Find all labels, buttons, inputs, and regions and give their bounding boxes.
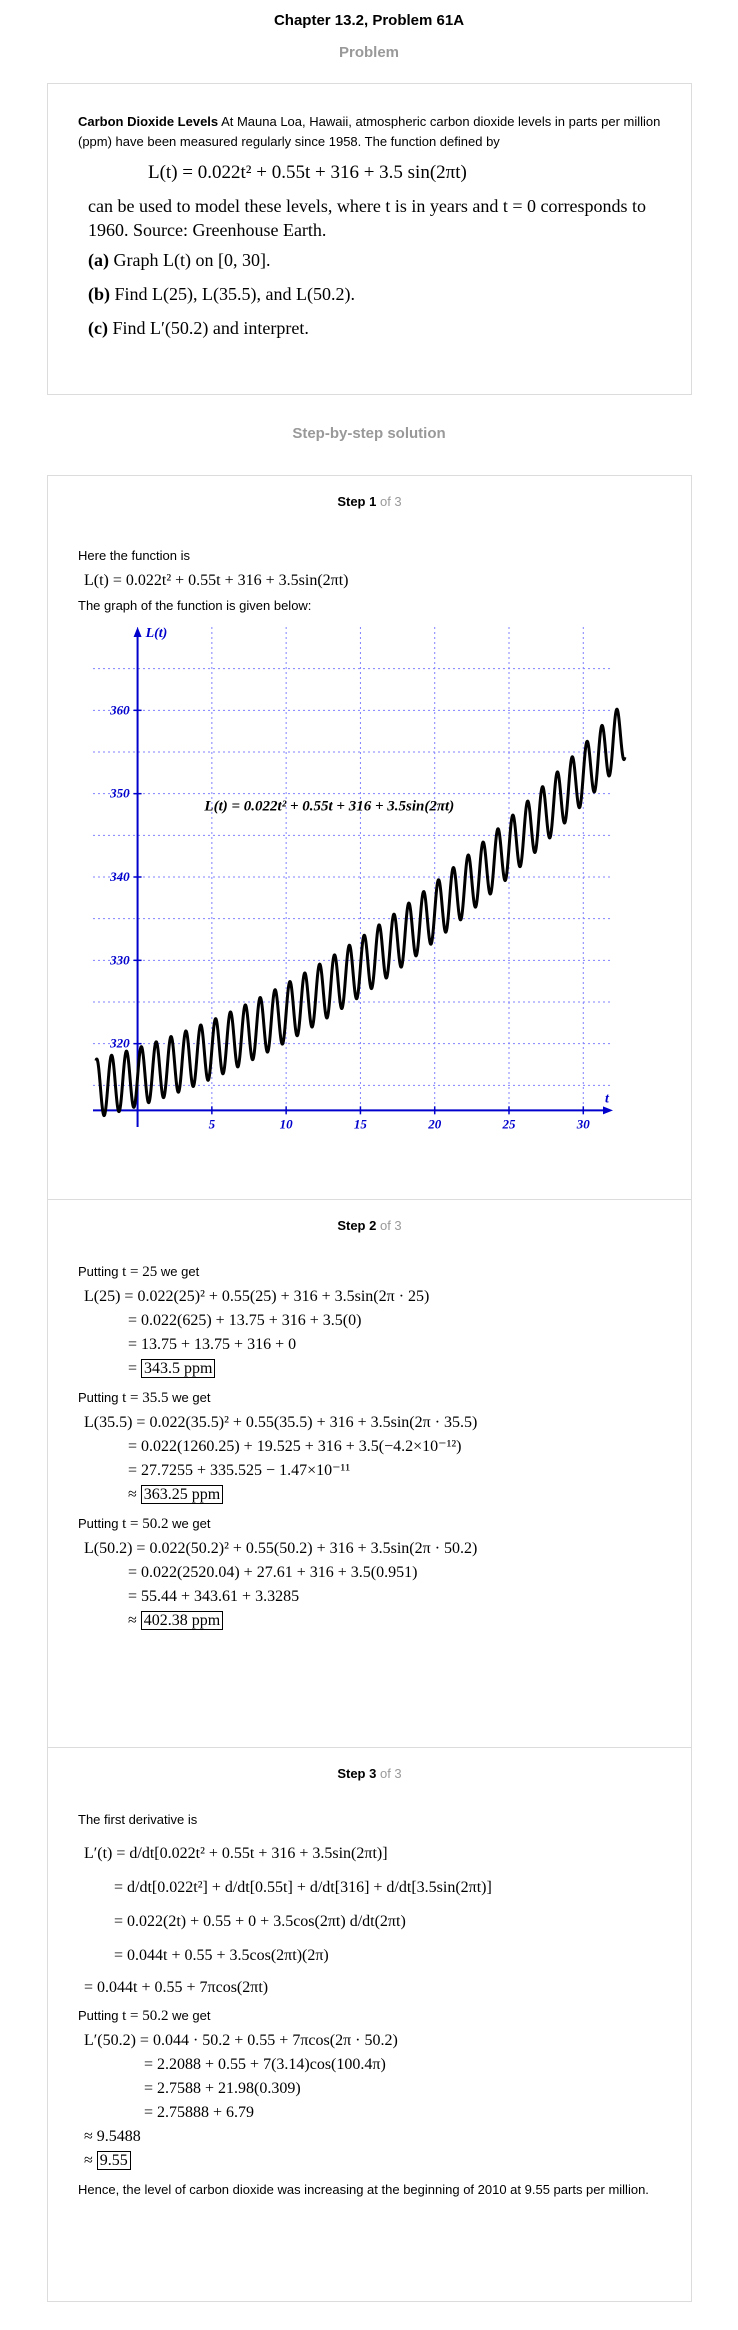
problem-intro: Carbon Dioxide Levels At Mauna Loa, Hawa…: [78, 112, 661, 152]
solution-card: Step 1 of 3 Here the function is L(t) = …: [47, 475, 692, 2302]
solution-title: Step-by-step solution: [292, 425, 446, 442]
calc-line: L(35.5) = 0.022(35.5)² + 0.55(35.5) + 31…: [84, 1414, 478, 1431]
step-1-graph-intro: The graph of the function is given below…: [78, 598, 312, 613]
step-3-conclusion: Hence, the level of carbon dioxide was i…: [78, 2182, 649, 2197]
y-tick-label: 350: [109, 786, 130, 801]
result-box: 363.25 ppm: [140, 1485, 224, 1504]
calc-line: = 13.75 + 13.75 + 316 + 0: [128, 1336, 297, 1353]
calc-line: L(25) = 0.022(25)² + 0.55(25) + 316 + 3.…: [84, 1288, 430, 1305]
x-axis-label: t: [605, 1091, 610, 1106]
step-2: Step 2 of 3 Putting t = 25 we get L(25) …: [48, 1199, 691, 1747]
graph-annotation: L(t) = 0.022t² + 0.55t + 316 + 3.5sin(2π…: [203, 798, 454, 814]
deriv-line: = 0.044t + 0.55 + 3.5cos(2πt)(2π): [114, 1947, 329, 1964]
calc-line: = 0.022(1260.25) + 19.525 + 316 + 3.5(−4…: [128, 1438, 462, 1455]
step-2-block-3: Putting t = 50.2 we get L(50.2) = 0.022(…: [48, 1515, 691, 1633]
result-box: 343.5 ppm: [141, 1359, 216, 1378]
eval-line: = 2.75888 + 6.79: [144, 2104, 255, 2121]
y-tick-label: 360: [109, 702, 130, 717]
y-tick-label: 340: [109, 869, 130, 884]
page-header: Chapter 13.2, Problem 61A: [273, 12, 465, 29]
result-box: 402.38 ppm: [140, 1611, 224, 1630]
deriv-line: = 0.022(2t) + 0.55 + 0 + 3.5cos(2πt) d/d…: [114, 1913, 406, 1930]
calc-result-line: ≈ 402.38 ppm: [84, 1609, 691, 1633]
step-3-heading: Step 3 of 3: [337, 1766, 402, 1781]
deriv-line: L′(t) = d/dt[0.022t² + 0.55t + 316 + 3.5…: [84, 1845, 388, 1862]
step-2-block-2: Putting t = 35.5 we get L(35.5) = 0.022(…: [48, 1389, 691, 1507]
y-axis-label: L(t): [145, 626, 168, 641]
problem-label: Problem: [338, 44, 399, 61]
problem-formula: L(t) = 0.022t² + 0.55t + 316 + 3.5 sin(2…: [148, 162, 467, 183]
function-graph: 5 10 15 20 25 30 320 330 340 350 360 t L(t) L(t) = 0.…: [73, 615, 633, 1145]
eval-line: = 2.2088 + 0.55 + 7(3.14)cos(100.4π): [144, 2056, 386, 2073]
calc-line: = 27.7255 + 335.525 − 1.47×10⁻¹¹: [128, 1462, 351, 1479]
problem-part-c: (c) Find L′(50.2) and interpret.: [88, 318, 309, 338]
x-tick-label: 25: [502, 1116, 517, 1131]
problem-part-b: (b) Find L(25), L(35.5), and L(50.2).: [88, 284, 355, 304]
x-tick-label: 10: [280, 1116, 294, 1131]
step-1-formula: L(t) = 0.022t² + 0.55t + 316 + 3.5sin(2π…: [84, 572, 349, 589]
calc-result-line: ≈ 363.25 ppm: [84, 1483, 691, 1507]
deriv-line: = 0.044t + 0.55 + 7πcos(2πt): [84, 1979, 269, 1996]
eval-line: L′(50.2) = 0.044 · 50.2 + 0.55 + 7πcos(2…: [84, 2032, 398, 2049]
function-curve: [94, 707, 627, 1118]
y-tick-label: 330: [109, 952, 130, 967]
y-axis-arrow: [133, 627, 142, 637]
eval-line: = 2.7588 + 21.98(0.309): [144, 2080, 301, 2097]
problem-card: Carbon Dioxide Levels At Mauna Loa, Hawa…: [47, 83, 692, 395]
eval-result-line: ≈ 9.55: [84, 2149, 691, 2173]
step-1-intro: Here the function is: [78, 548, 191, 563]
chart-svg: 5 10 15 20 25 30 320 330 340 350 360 t L(t) L(t) = 0.…: [93, 626, 627, 1131]
step-1-heading: Step 1 of 3: [337, 494, 402, 509]
x-tick-label: 5: [209, 1116, 216, 1131]
problem-parts: (a) Graph L(t) on [0, 30]. (b) Find L(25…: [88, 250, 691, 339]
x-tick-label: 30: [576, 1116, 591, 1131]
calc-result-line: = 343.5 ppm: [84, 1357, 691, 1381]
step-3: Step 3 of 3 The first derivative is L′(t…: [48, 1747, 691, 2308]
deriv-line: = d/dt[0.022t²] + d/dt[0.55t] + d/dt[316…: [114, 1879, 492, 1896]
problem-bold-title: Carbon Dioxide Levels: [78, 114, 219, 129]
problem-intro-text: At Mauna Loa, Hawaii, atmospheric carbon…: [78, 114, 661, 149]
step-1: Step 1 of 3 Here the function is L(t) = …: [48, 494, 691, 1199]
calc-line: L(50.2) = 0.022(50.2)² + 0.55(50.2) + 31…: [84, 1540, 478, 1557]
problem-text: can be used to model these levels, where…: [88, 196, 646, 240]
x-tick-label: 20: [427, 1116, 442, 1131]
result-box: 9.55: [96, 2151, 131, 2170]
step-2-block-1: Putting t = 25 we get L(25) = 0.022(25)²…: [48, 1263, 691, 1381]
calc-line: = 0.022(2520.04) + 27.61 + 316 + 3.5(0.9…: [128, 1564, 418, 1581]
y-tick-label: 320: [109, 1036, 130, 1051]
x-axis-arrow: [603, 1106, 613, 1115]
step-3-intro: The first derivative is: [78, 1812, 198, 1827]
x-tick-label: 15: [354, 1116, 368, 1131]
calc-line: = 55.44 + 343.61 + 3.3285: [128, 1588, 300, 1605]
calc-line: = 0.022(625) + 13.75 + 316 + 3.5(0): [128, 1312, 362, 1329]
problem-part-a: (a) Graph L(t) on [0, 30].: [88, 250, 271, 270]
eval-line: ≈ 9.5488: [84, 2128, 141, 2145]
step-2-heading: Step 2 of 3: [337, 1218, 402, 1233]
